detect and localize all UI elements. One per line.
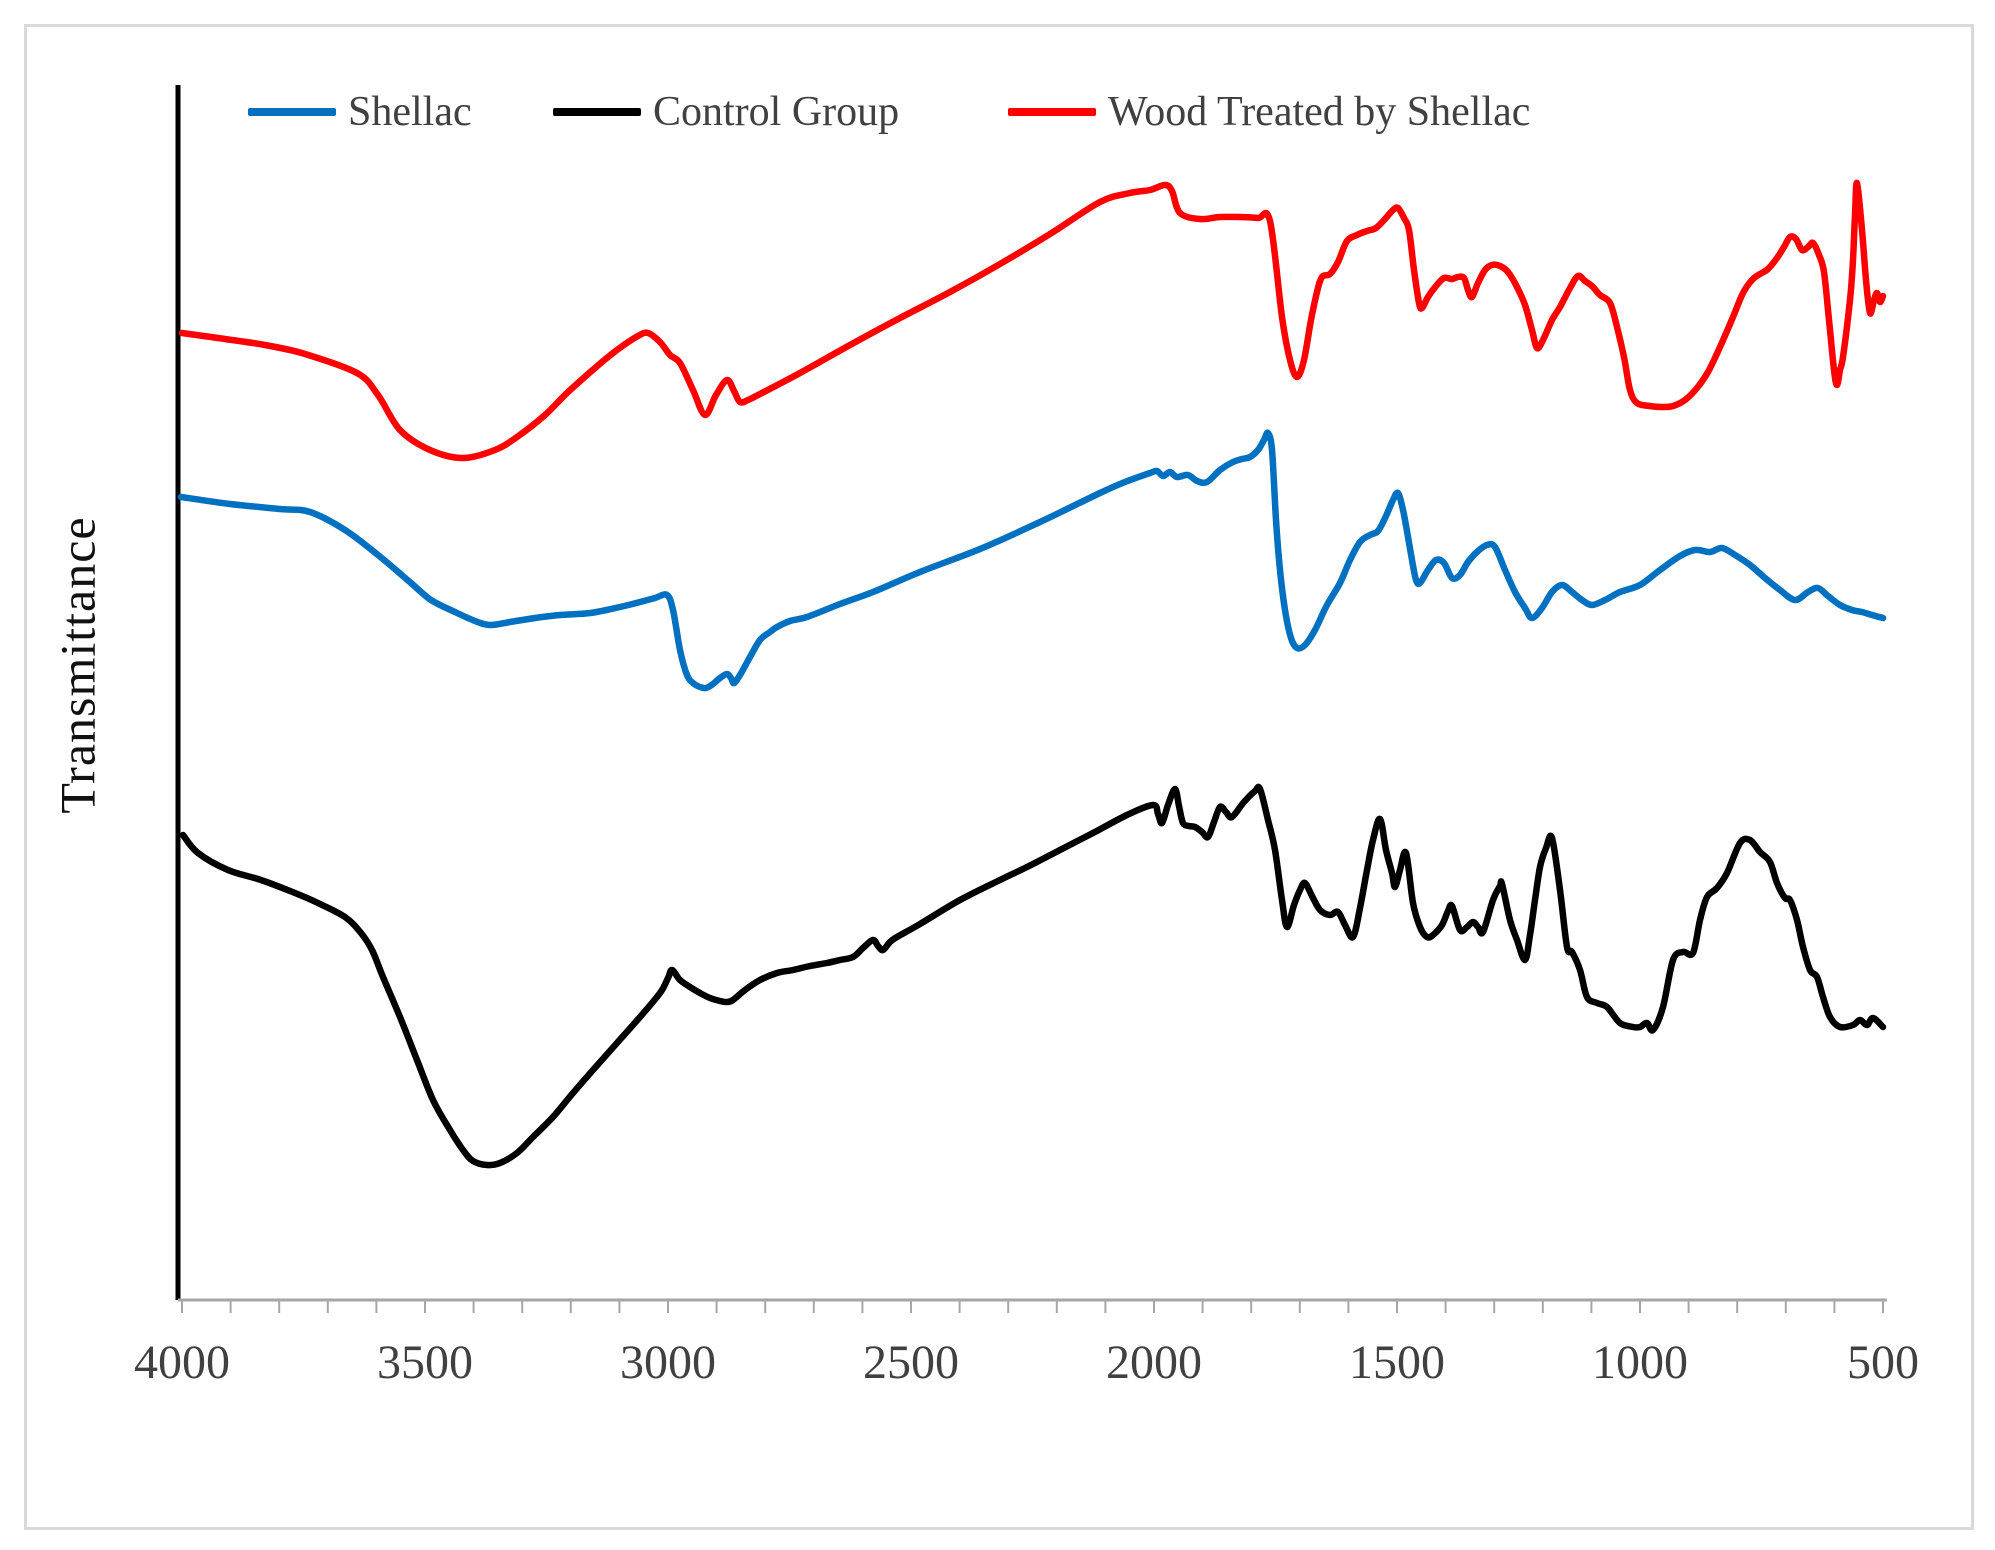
x-tick-label: 1000 <box>1592 1336 1688 1389</box>
x-tick-label: 2500 <box>863 1336 959 1389</box>
x-tick-label: 3000 <box>620 1336 716 1389</box>
spectra-curves <box>177 179 1887 1169</box>
figure-border <box>24 24 1974 1530</box>
x-tick-label: 2000 <box>1106 1336 1202 1389</box>
spectrum-curve-control-group <box>179 783 1887 1169</box>
legend: Shellac Control Group Wood Treated by Shel… <box>0 84 1995 144</box>
axes: 4000 3500 3000 2500 2000 1500 1000 500 <box>134 85 1919 1389</box>
legend-line-swatch <box>248 108 336 116</box>
spectrum-curve-wood-treated-by-shellac <box>178 179 1887 462</box>
y-axis-title-text: Transmittance <box>50 516 107 814</box>
legend-item-wood-treated-by-shellac: Wood Treated by Shellac <box>1008 84 1530 140</box>
y-axis-title: Transmittance <box>18 395 138 935</box>
spectrum-curve-shellac <box>177 429 1887 692</box>
x-tick-label: 500 <box>1847 1336 1919 1389</box>
x-tick-label: 4000 <box>134 1336 230 1389</box>
legend-label: Control Group <box>653 89 900 135</box>
legend-item-control-group: Control Group <box>553 84 899 140</box>
legend-line-swatch <box>553 108 641 116</box>
legend-label: Wood Treated by Shellac <box>1108 89 1531 135</box>
legend-line-swatch <box>1008 108 1096 116</box>
legend-label: Shellac <box>348 89 472 135</box>
x-tick-label: 3500 <box>377 1336 473 1389</box>
legend-item-shellac: Shellac <box>248 84 472 140</box>
x-tick-label: 1500 <box>1349 1336 1445 1389</box>
